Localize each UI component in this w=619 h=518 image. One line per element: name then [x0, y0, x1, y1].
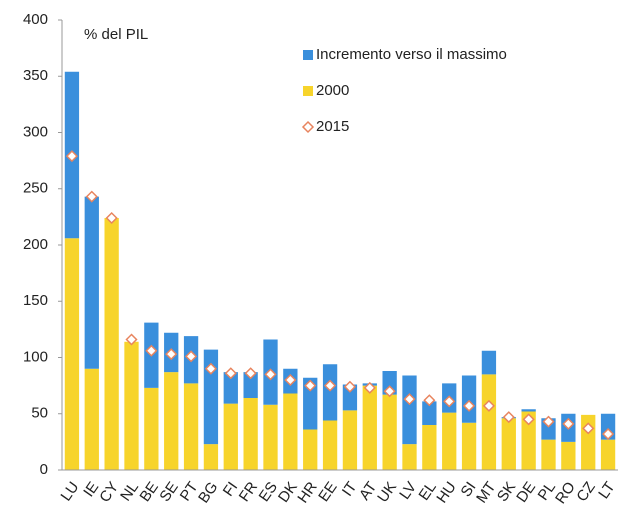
x-tick-label: LV: [396, 479, 420, 503]
marker: [602, 427, 615, 441]
marker: [542, 415, 555, 428]
bar-segment: [442, 412, 457, 470]
y-tick-label: 200: [23, 236, 48, 253]
marker: [145, 344, 158, 357]
marker: [65, 150, 78, 163]
bar-segment: [422, 425, 437, 470]
bar-segment: [362, 385, 377, 470]
bar-segment: [223, 372, 238, 404]
marker: [343, 380, 356, 393]
bar-segment: [521, 409, 536, 412]
marker: [284, 373, 297, 387]
bar-segment: [203, 349, 219, 445]
bar-segment: [164, 372, 179, 470]
bar-segment: [461, 375, 477, 423]
x-tick-label: IT: [339, 479, 361, 500]
marker: [443, 395, 456, 408]
marker: [264, 368, 277, 381]
marker: [482, 399, 495, 412]
bar-segment: [203, 444, 219, 470]
y-tick-label: 0: [40, 461, 48, 478]
bar-segment: [322, 420, 338, 470]
bar-segment: [422, 401, 437, 425]
y-tick-label: 150: [23, 292, 48, 309]
y-tick-label: 400: [23, 11, 48, 28]
marker: [244, 367, 257, 380]
bar-segment: [243, 372, 258, 398]
y-tick-label: 50: [31, 405, 48, 422]
marker: [224, 367, 237, 380]
bar-segment: [84, 196, 99, 369]
marker: [522, 413, 535, 426]
legend-label: 2000: [316, 82, 349, 99]
bar-segment: [382, 371, 397, 395]
marker: [582, 422, 595, 435]
bar-segment: [283, 393, 298, 470]
legend-marker: [301, 120, 315, 134]
bar-segment: [342, 384, 358, 411]
x-tick-label: EE: [315, 479, 340, 505]
legend-label: 2015: [316, 118, 349, 135]
marker: [463, 399, 476, 412]
bar-segment: [402, 375, 417, 445]
bar-segment: [481, 350, 497, 375]
bar-segment: [243, 398, 258, 470]
bar-segment: [461, 422, 477, 470]
legend-swatch: [303, 50, 313, 60]
x-tick-label: BG: [195, 479, 221, 507]
chart-title: % del PIL: [84, 26, 148, 43]
marker: [125, 333, 138, 346]
marker: [423, 394, 436, 407]
legend-label: Incremento verso il massimo: [316, 46, 507, 63]
x-tick-label: LT: [595, 479, 618, 502]
marker: [502, 411, 515, 424]
bar-segment: [263, 404, 278, 470]
bar-segment: [64, 238, 80, 470]
marker: [324, 379, 337, 392]
bar-segment: [382, 394, 397, 470]
bar-segment: [402, 444, 417, 470]
marker: [165, 348, 178, 361]
bar-segment: [303, 429, 318, 470]
marker: [204, 362, 217, 375]
marker: [105, 211, 118, 225]
bar-segment: [144, 387, 159, 470]
bar-segment: [501, 418, 516, 470]
marker: [304, 379, 317, 392]
marker: [185, 350, 198, 363]
bar-segment: [303, 377, 318, 430]
y-tick-label: 350: [23, 67, 48, 84]
marker: [363, 381, 376, 394]
bar-segment: [84, 368, 99, 470]
bar-segment: [223, 403, 238, 470]
marker: [383, 385, 396, 398]
y-tick-label: 300: [23, 123, 48, 140]
bar-segment: [481, 374, 497, 470]
y-tick-label: 100: [23, 348, 48, 365]
marker: [403, 393, 416, 406]
legend-swatch: [303, 86, 313, 96]
bar-segment: [541, 439, 556, 470]
bar-segment: [322, 364, 338, 421]
bar-segment: [521, 411, 536, 470]
x-tick-label: HU: [433, 479, 459, 507]
bar-segment: [104, 218, 119, 470]
marker: [562, 417, 575, 430]
marker: [85, 190, 98, 203]
x-tick-label: LU: [58, 479, 83, 504]
bar-segment: [342, 410, 358, 470]
y-tick-label: 250: [23, 180, 48, 197]
bar-segment: [600, 439, 616, 470]
bar-segment: [183, 383, 199, 470]
bar-segment: [561, 441, 576, 470]
bar-segment: [124, 341, 139, 470]
